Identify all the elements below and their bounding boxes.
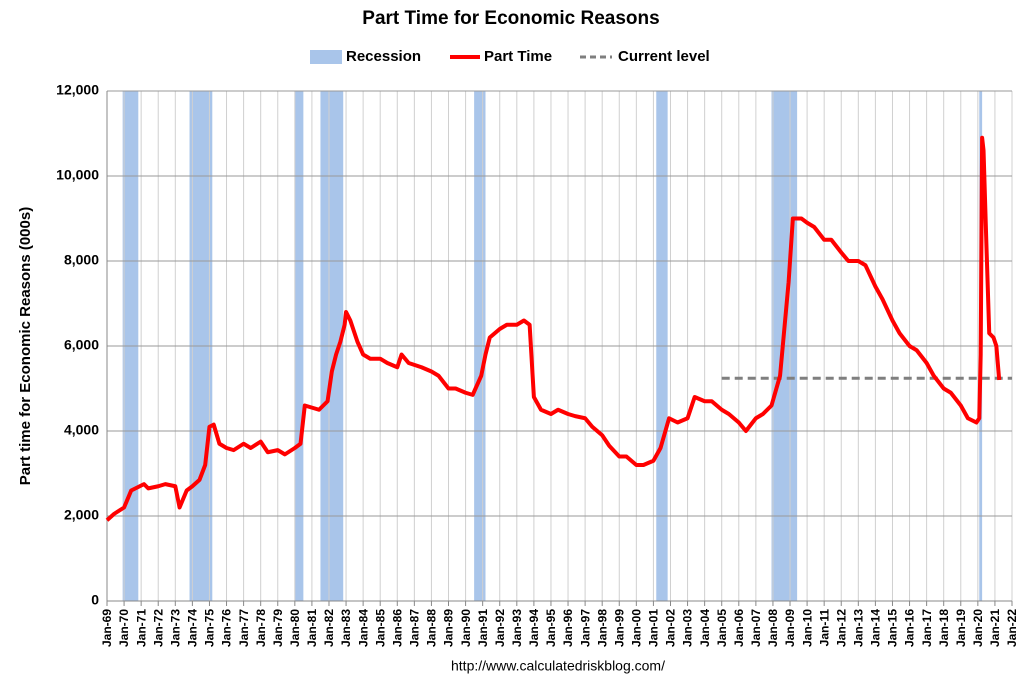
x-tick-label: Jan-10	[800, 609, 814, 647]
x-tick-label: Jan-84	[356, 609, 370, 647]
legend-swatch	[310, 50, 342, 64]
x-tick-label: Jan-16	[903, 609, 917, 647]
x-tick-label: Jan-78	[254, 609, 268, 647]
y-tick-label: 0	[91, 592, 99, 608]
x-tick-label: Jan-73	[168, 609, 182, 647]
legend: Recession Part Time Current level	[310, 48, 710, 65]
chart-title: Part Time for Economic Reasons	[362, 8, 659, 29]
x-tick-label: Jan-80	[288, 609, 302, 647]
y-tick-label: 6,000	[64, 337, 99, 353]
y-tick-label: 8,000	[64, 252, 99, 268]
x-tick-label: Jan-76	[220, 609, 234, 647]
x-tick-label: Jan-87	[408, 609, 422, 647]
x-tick-label: Jan-02	[664, 609, 678, 647]
x-tick-label: Jan-97	[578, 609, 592, 647]
x-tick-label: Jan-04	[698, 609, 712, 647]
x-tick-label: Jan-12	[834, 609, 848, 647]
x-tick-label: Jan-89	[442, 609, 456, 647]
x-tick-label: Jan-74	[186, 609, 200, 647]
x-tick-label: Jan-07	[749, 609, 763, 647]
x-tick-label: Jan-21	[988, 609, 1002, 647]
series-line	[105, 135, 1002, 522]
x-tick-label: Jan-98	[595, 609, 609, 647]
y-tick-label: 2,000	[64, 507, 99, 523]
x-tick-label: Jan-15	[886, 609, 900, 647]
x-tick-label: Jan-86	[390, 609, 404, 647]
x-tick-label: Jan-71	[134, 609, 148, 647]
x-tick-label: Jan-70	[117, 609, 131, 647]
x-tick-label: Jan-88	[425, 609, 439, 647]
x-tick-label: Jan-77	[237, 609, 251, 647]
x-tick-label: Jan-94	[527, 609, 541, 647]
x-tick-label: Jan-17	[920, 609, 934, 647]
legend-label: Recession	[346, 48, 421, 65]
x-tick-label: Jan-91	[476, 609, 490, 647]
x-tick-label: Jan-79	[271, 609, 285, 647]
x-tick-label: Jan-83	[339, 609, 353, 647]
y-tick-label: 4,000	[64, 422, 99, 438]
x-tick-label: Jan-01	[647, 609, 661, 647]
x-tick-label: Jan-09	[783, 609, 797, 647]
x-tick-label: Jan-85	[373, 609, 387, 647]
x-tick-label: Jan-08	[766, 609, 780, 647]
legend-label: Part Time	[484, 48, 552, 65]
y-axis-label: Part time for Economic Reasons (000s)	[17, 207, 34, 485]
y-tick-label: 10,000	[56, 167, 99, 183]
x-tick-label: Jan-06	[732, 609, 746, 647]
x-tick-label: Jan-22	[1005, 609, 1019, 647]
x-tick-label: Jan-03	[681, 609, 695, 647]
x-tick-label: Jan-11	[817, 609, 831, 647]
x-tick-label: Jan-75	[203, 609, 217, 647]
x-tick-label: Jan-00	[630, 609, 644, 647]
x-tick-label: Jan-72	[151, 609, 165, 647]
x-tick-label: Jan-05	[715, 609, 729, 647]
x-tick-label: Jan-92	[493, 609, 507, 647]
y-tick-label: 12,000	[56, 82, 99, 98]
source: http://www.calculatedriskblog.com/	[451, 658, 665, 674]
x-tick-label: Jan-95	[544, 609, 558, 647]
x-tick-label: Jan-69	[100, 609, 114, 647]
x-tick-label: Jan-20	[971, 609, 985, 647]
x-tick-label: Jan-81	[305, 609, 319, 647]
x-tick-label: Jan-13	[851, 609, 865, 647]
x-tick-label: Jan-82	[322, 609, 336, 647]
x-tick-label: Jan-96	[561, 609, 575, 647]
x-tick-label: Jan-99	[612, 609, 626, 647]
x-tick-label: Jan-93	[510, 609, 524, 647]
legend-label: Current level	[618, 48, 710, 65]
plot-area	[106, 90, 1013, 602]
x-tick-label: Jan-14	[869, 609, 883, 647]
x-tick-label: Jan-90	[459, 609, 473, 647]
x-tick-label: Jan-19	[954, 609, 968, 647]
x-tick-label: Jan-18	[937, 609, 951, 647]
